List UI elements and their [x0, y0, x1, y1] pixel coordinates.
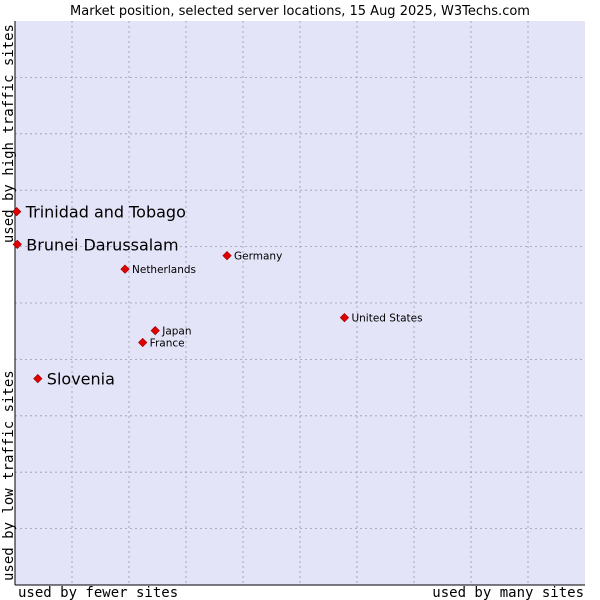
x-axis-label-high: used by many sites [432, 585, 584, 600]
point-marker [12, 207, 22, 217]
y-axis-label-low: used by low traffic sites [1, 370, 17, 581]
point-marker [120, 264, 130, 274]
chart-title: Market position, selected server locatio… [70, 4, 530, 19]
point-label: Brunei Darussalam [26, 235, 178, 254]
point-marker [138, 337, 148, 348]
point-slovenia: Slovenia [33, 370, 115, 389]
point-marker [12, 239, 22, 249]
point-label: United States [351, 313, 422, 325]
point-label: Slovenia [47, 370, 115, 389]
point-netherlands: Netherlands [120, 264, 196, 276]
point-trinidad-and-tobago: Trinidad and Tobago [12, 203, 186, 222]
point-marker [33, 373, 43, 384]
point-france: France [138, 337, 185, 349]
point-united-states: United States [339, 313, 423, 325]
point-marker [339, 313, 350, 323]
point-label: Japan [161, 326, 191, 338]
y-axis-label-high: used by high traffic sites [1, 24, 17, 243]
grid-lines [15, 21, 585, 585]
point-label: Netherlands [132, 264, 196, 276]
point-brunei-darussalam: Brunei Darussalam [12, 235, 179, 254]
data-points: Trinidad and Tobago Brunei Darussalam Germ… [12, 203, 423, 389]
point-label: Trinidad and Tobago [25, 203, 186, 222]
point-japan: Japan [150, 326, 192, 338]
point-label: France [150, 337, 185, 349]
point-marker [222, 250, 232, 261]
x-axis-label-low: used by fewer sites [18, 585, 178, 600]
point-label: Germany [234, 251, 282, 263]
point-marker [150, 326, 160, 336]
point-germany: Germany [222, 250, 282, 263]
